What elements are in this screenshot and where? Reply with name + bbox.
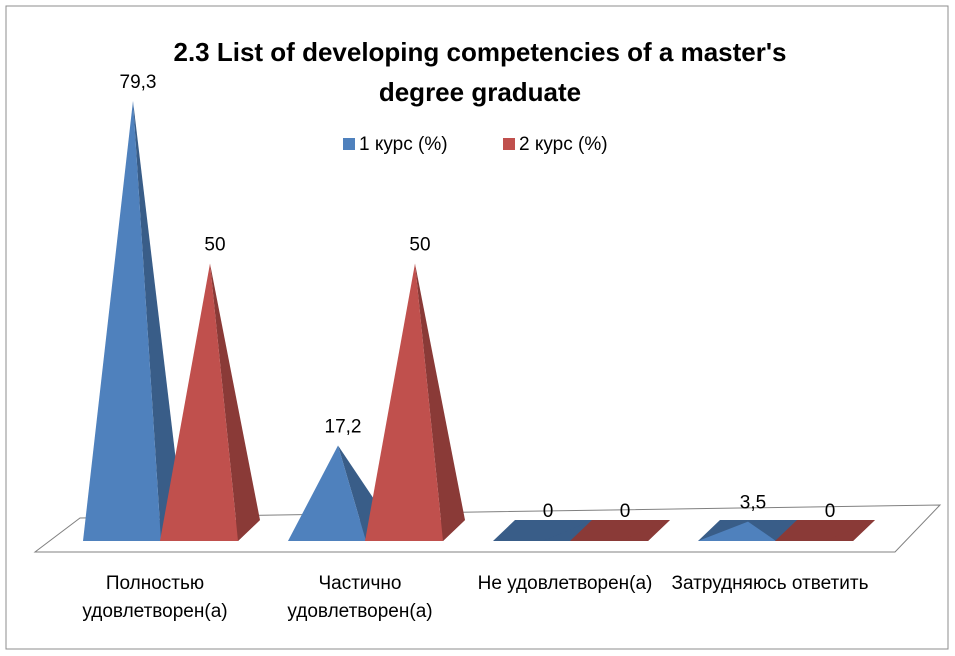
pyramid-front bbox=[698, 521, 776, 541]
chart-border bbox=[5, 5, 949, 650]
pyramid-side bbox=[543, 520, 593, 541]
chart-title: 2.3 List of developing competencies of a… bbox=[173, 37, 787, 107]
pyramid-side bbox=[415, 263, 465, 541]
pyramid bbox=[83, 100, 183, 541]
data-label: 0 bbox=[620, 501, 631, 522]
data-label: 17,2 bbox=[325, 417, 362, 438]
pyramid-front bbox=[288, 445, 366, 541]
legend-swatch bbox=[343, 138, 355, 150]
pyramid-front bbox=[160, 263, 238, 541]
data-label: 0 bbox=[543, 501, 554, 522]
legend-label: 2 курс (%) bbox=[519, 134, 608, 155]
pyramid-side bbox=[620, 520, 670, 541]
data-label: 0 bbox=[825, 501, 836, 522]
x-tick-label: Не удовлетворен(а) bbox=[477, 573, 653, 594]
data-label: 50 bbox=[409, 235, 430, 256]
pyramid-front bbox=[83, 100, 161, 541]
pyramid bbox=[698, 520, 798, 541]
data-label: 50 bbox=[204, 235, 225, 256]
pyramid-side bbox=[825, 520, 875, 541]
pyramid bbox=[365, 263, 465, 541]
x-tick-label: Частично удовлетворен(а) bbox=[287, 573, 433, 622]
data-label: 3,5 bbox=[740, 493, 766, 514]
pyramid bbox=[160, 263, 260, 541]
pyramid bbox=[570, 520, 670, 541]
pyramid-side bbox=[133, 100, 183, 541]
pyramid bbox=[493, 520, 593, 541]
pyramid-side bbox=[210, 263, 260, 541]
pyramid bbox=[775, 520, 875, 541]
x-tick-label: Полностью удовлетворен(а) bbox=[82, 573, 228, 622]
data-label: 79,3 bbox=[120, 72, 157, 93]
pyramid-side bbox=[748, 520, 798, 541]
pyramid-front bbox=[365, 263, 443, 541]
x-tick-label: Затрудняюсь ответить bbox=[671, 573, 869, 594]
legend-label: 1 курс (%) bbox=[359, 134, 448, 155]
floor bbox=[33, 504, 942, 553]
legend-swatch bbox=[503, 138, 515, 150]
